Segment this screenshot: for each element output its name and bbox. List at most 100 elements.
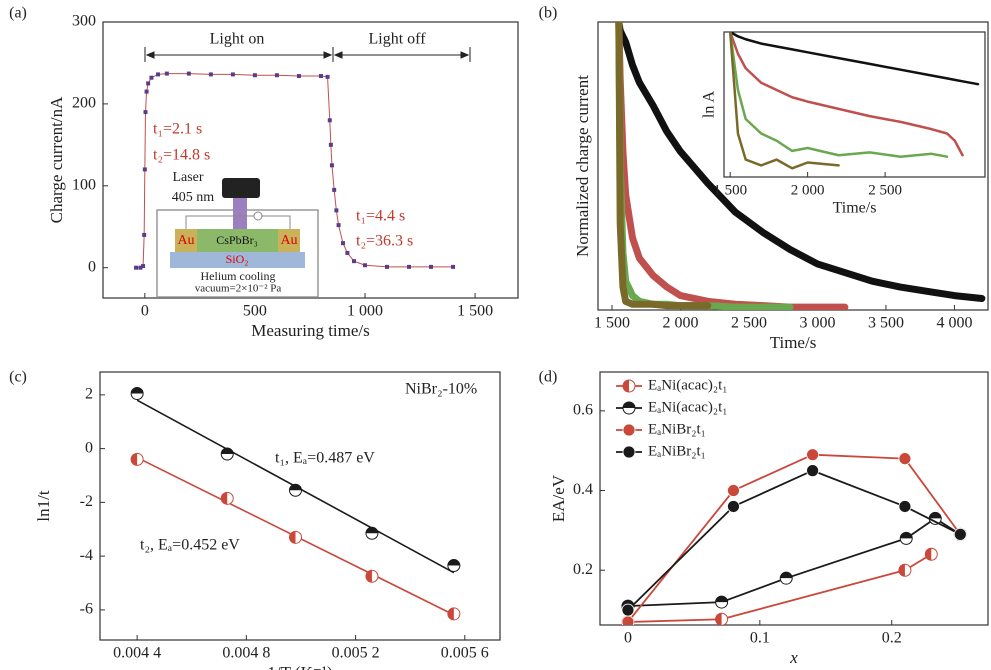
- data-point: [622, 423, 636, 437]
- y-axis-label: ln A: [701, 91, 718, 119]
- annotation: NiBr₂-10%: [405, 381, 477, 398]
- marker-half: [623, 380, 629, 392]
- data-point: [325, 74, 330, 79]
- annotation: Au: [280, 233, 297, 248]
- x-axis-label: 1/T (K⁻¹): [267, 663, 332, 670]
- data-point: [715, 595, 729, 609]
- data-point: [142, 167, 147, 172]
- x-tick-label: 1 500: [594, 315, 630, 332]
- x-tick-label: 0.1: [750, 630, 770, 647]
- data-point: [336, 223, 341, 228]
- marker-half: [715, 596, 728, 603]
- perovskite-layer: [175, 229, 300, 252]
- data-point: [898, 452, 912, 466]
- data-point: [329, 163, 334, 168]
- data-point: [806, 448, 819, 462]
- annotation: Laser: [172, 170, 203, 185]
- data-point: [345, 250, 350, 255]
- data-point: [429, 264, 434, 269]
- legend-label: EₐNiBr₂t₁: [648, 421, 706, 437]
- x-tick-label: 3 500: [868, 315, 904, 332]
- x-tick-label: 2 000: [662, 315, 698, 332]
- laser-body: [222, 178, 260, 198]
- x-tick-label: 2 500: [731, 315, 767, 332]
- data-point: [362, 263, 367, 268]
- data-point: [898, 500, 912, 513]
- data-line: [627, 553, 933, 623]
- data-point: [340, 241, 345, 246]
- marker-half: [221, 447, 234, 454]
- data-point: [327, 118, 332, 123]
- y-tick-label: -2: [80, 493, 93, 510]
- x-tick-label: 2 000: [791, 182, 825, 198]
- legend-symbol: [622, 423, 636, 437]
- legend-symbol: [622, 379, 636, 393]
- data-point: [447, 607, 461, 621]
- meter: [253, 211, 263, 221]
- data-point: [274, 73, 279, 78]
- x-tick-label: 1 500: [713, 182, 747, 198]
- y-axis-label: Charge current/nA: [47, 96, 66, 223]
- annotation: t₁=2.1 s: [153, 121, 202, 138]
- legend-label: EₐNi(acac)₂t₁: [648, 399, 728, 415]
- plot-area: [728, 32, 980, 170]
- y-tick-label: 2: [85, 386, 93, 403]
- x-tick-label: 2 500: [868, 182, 902, 198]
- data-point: [898, 563, 912, 577]
- data-point: [727, 500, 740, 513]
- data-point: [164, 71, 169, 76]
- data-point: [208, 72, 213, 77]
- data-point: [328, 142, 333, 147]
- marker-half: [929, 512, 942, 519]
- data-point: [899, 531, 913, 545]
- annotation: vacuum=2×10⁻² Pa: [195, 283, 282, 295]
- x-tick-label: 0: [624, 630, 632, 647]
- data-point: [407, 264, 412, 269]
- y-tick-label: 0.2: [573, 561, 593, 578]
- annotation: t₂=14.8 s: [153, 147, 210, 164]
- annotation: t₂, Eₐ=0.452 eV: [140, 537, 240, 554]
- plot-area: [615, 22, 986, 310]
- data-line: [728, 32, 980, 86]
- data-point: [141, 264, 146, 269]
- y-tick-label: 0: [88, 258, 96, 275]
- y-tick-label: -6: [80, 601, 93, 618]
- marker-half: [780, 572, 793, 579]
- marker-half: [365, 527, 378, 534]
- data-point: [806, 464, 819, 478]
- data-point: [451, 264, 456, 269]
- annotation: Au: [177, 233, 194, 248]
- data-point: [288, 530, 302, 544]
- y-tick-label: 0.6: [573, 402, 593, 419]
- data-point: [727, 484, 740, 497]
- annotation: t₁=4.4 s: [356, 208, 405, 225]
- y-tick-label: -4: [80, 547, 93, 564]
- marker-half: [131, 387, 144, 394]
- data-point: [296, 74, 301, 79]
- marker-half: [623, 402, 635, 408]
- data-point: [252, 73, 257, 78]
- data-point: [138, 265, 143, 270]
- y-tick-label: 0.4: [573, 481, 593, 498]
- x-tick-label: 0: [141, 303, 149, 320]
- data-point: [186, 71, 191, 76]
- data-point: [318, 74, 323, 79]
- data-point: [365, 526, 379, 540]
- data-point: [621, 603, 635, 617]
- annotation: Light off: [368, 31, 426, 48]
- legend-label: EₐNi(acac)₂t₁: [648, 377, 728, 393]
- y-axis-label: EA/eV: [549, 474, 568, 522]
- annotation: t₁, Eₐ=0.487 eV: [275, 450, 375, 467]
- data-point: [351, 259, 356, 264]
- annotation: t₂=36.3 s: [356, 233, 413, 250]
- y-axis-label: ln1/t: [34, 490, 53, 521]
- electrode: [278, 229, 300, 252]
- data-point: [142, 232, 147, 237]
- panel-label: (b): [539, 5, 558, 22]
- marker-half: [221, 492, 228, 505]
- plot-frame: [102, 21, 519, 299]
- x-tick-label: 0.005 6: [441, 645, 489, 662]
- data-point: [288, 483, 302, 497]
- legend-symbol: [622, 401, 636, 415]
